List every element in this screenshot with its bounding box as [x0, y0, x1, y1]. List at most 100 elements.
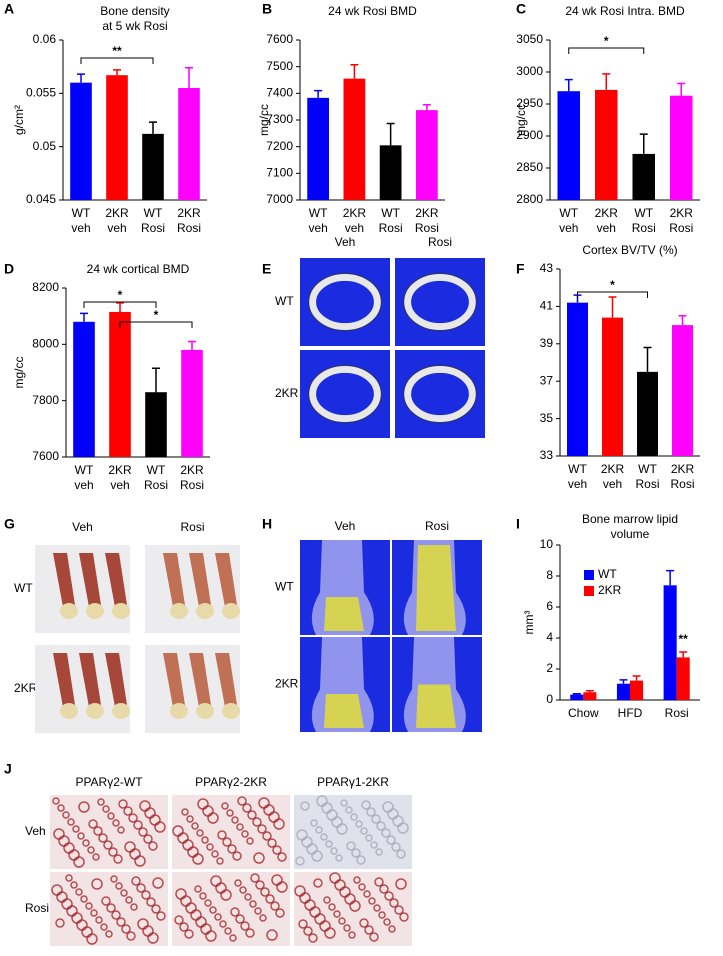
bone-ring: [309, 365, 381, 423]
x-tick-label: 2KR: [105, 206, 129, 220]
cell: [116, 917, 126, 927]
row-label: 2KR: [275, 386, 299, 400]
bar: [145, 392, 167, 457]
cell: [237, 796, 247, 806]
bar: [73, 321, 95, 457]
cell: [221, 802, 229, 810]
bar: [343, 78, 366, 200]
cell: [250, 873, 260, 883]
cell: [335, 854, 343, 862]
x-tick-label: veh: [308, 221, 327, 235]
cell: [67, 818, 75, 826]
bar: [178, 88, 200, 200]
cell: [97, 798, 105, 806]
cell: [383, 918, 391, 926]
error-bar: [314, 89, 323, 98]
cell: [366, 807, 376, 817]
cell: [85, 902, 93, 910]
panel-letter: A: [4, 1, 14, 17]
cell: [179, 922, 189, 932]
bar: [672, 325, 693, 456]
cell: [219, 920, 227, 928]
cell: [136, 883, 146, 893]
cell: [396, 849, 406, 859]
x-tick-label: 2KR: [180, 463, 204, 477]
cell: [186, 815, 194, 823]
bone-end: [60, 703, 78, 719]
cell: [204, 899, 212, 907]
error-bar: [678, 315, 687, 326]
cell: [368, 897, 376, 905]
bar: [106, 75, 128, 200]
cell: [313, 878, 323, 888]
cell: [101, 896, 111, 906]
column-label: PPARγ2-2KR: [195, 775, 267, 789]
cell: [214, 913, 222, 921]
x-tick-label: 2KR: [601, 462, 625, 476]
x-tick-label: WT: [638, 462, 657, 476]
cell: [245, 928, 255, 938]
chart-title: 24 wk Rosi Intra. BMD: [565, 4, 685, 18]
cell: [395, 878, 407, 890]
cell: [138, 827, 148, 837]
cell: [254, 907, 262, 915]
bone-end: [170, 603, 188, 619]
bar: [602, 317, 623, 456]
error-bar: [113, 69, 121, 76]
x-tick-label: veh: [107, 221, 126, 235]
x-tick-label: WT: [309, 206, 328, 220]
cell: [399, 912, 409, 922]
y-axis-label: mg/cc: [514, 104, 528, 136]
cell: [82, 839, 90, 847]
cell: [311, 850, 323, 862]
cell: [275, 908, 285, 918]
bone: [189, 653, 211, 707]
error-bar: [679, 651, 688, 658]
cell: [118, 799, 128, 809]
x-tick-label: 2KR: [671, 462, 695, 476]
x-tick-label: WT: [72, 206, 91, 220]
panel-letter: D: [4, 261, 14, 277]
bone-ring: [404, 273, 476, 331]
row-label: WT: [275, 580, 294, 594]
error-bar: [116, 302, 124, 312]
significance-bracket: [80, 57, 154, 64]
cell: [235, 914, 245, 924]
chart-title: Cortex BV/TV (%): [582, 243, 677, 257]
significance-bracket: [568, 47, 645, 54]
cell: [346, 841, 356, 851]
cell: [88, 819, 98, 829]
cell: [126, 931, 136, 941]
y-tick-label: 3000: [516, 64, 543, 78]
cell: [272, 845, 282, 855]
cell: [91, 878, 103, 890]
cell: [112, 819, 120, 827]
legend-label: 2KR: [598, 583, 622, 597]
cell: [378, 911, 386, 919]
bar: [142, 133, 164, 200]
cell: [174, 915, 184, 925]
panel-letter: J: [4, 761, 12, 777]
cell: [151, 904, 161, 914]
y-tick-label: 7500: [266, 59, 293, 73]
bar: [663, 585, 677, 700]
y-tick-label: 4: [546, 630, 553, 644]
bar: [70, 82, 92, 200]
x-tick-label: veh: [345, 221, 364, 235]
cell: [111, 910, 121, 920]
significance-label: *: [610, 278, 615, 292]
significance-label: *: [604, 34, 609, 48]
error-bar: [585, 689, 594, 693]
chart-title: 24 wk cortical BMD: [87, 262, 190, 276]
x-tick-label: veh: [74, 478, 93, 492]
cell: [141, 890, 151, 900]
row-label: 2KR: [14, 681, 38, 695]
significance-bracket: [83, 301, 157, 308]
cell: [375, 848, 383, 856]
bar: [557, 91, 580, 200]
cell: [351, 848, 361, 858]
cell: [370, 841, 378, 849]
cell: [106, 903, 116, 913]
x-tick-label: 2KR: [595, 206, 619, 220]
bone-end: [86, 703, 104, 719]
